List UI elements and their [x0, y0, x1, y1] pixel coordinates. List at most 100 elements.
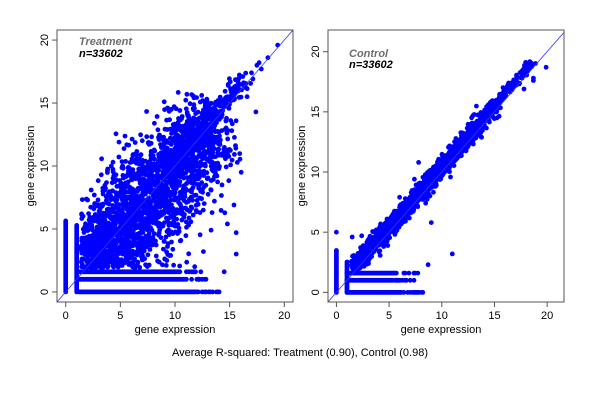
- data-point: [157, 186, 163, 192]
- data-point: [392, 232, 398, 237]
- data-point: [95, 197, 101, 203]
- outlier-point: [416, 160, 421, 165]
- data-point: [116, 245, 121, 251]
- data-point: [388, 226, 394, 231]
- data-point: [212, 198, 217, 204]
- data-point: [144, 109, 150, 114]
- data-point: [183, 205, 188, 211]
- x-tick-label: 20: [541, 310, 553, 322]
- data-point: [421, 179, 427, 185]
- data-point: [237, 151, 243, 157]
- data-point: [233, 83, 239, 89]
- data-point: [88, 187, 94, 193]
- data-point: [148, 242, 154, 248]
- data-point: [502, 88, 508, 94]
- data-point: [136, 161, 142, 167]
- data-point: [101, 219, 106, 224]
- data-point: [215, 115, 221, 121]
- data-point: [529, 64, 535, 69]
- data-point: [134, 153, 140, 158]
- data-point: [165, 252, 171, 257]
- data-point: [181, 171, 186, 177]
- data-point: [415, 186, 420, 192]
- data-point: [146, 236, 152, 241]
- outlier-point: [85, 197, 90, 203]
- data-point: [110, 216, 116, 222]
- data-point: [453, 136, 459, 141]
- data-point: [141, 201, 146, 207]
- data-point: [201, 129, 207, 134]
- data-point: [105, 208, 110, 214]
- data-point: [366, 251, 372, 256]
- data-point: [169, 202, 174, 208]
- data-point: [377, 225, 382, 231]
- data-point: [143, 262, 149, 268]
- outlier-point: [543, 64, 549, 70]
- data-point: [209, 113, 215, 119]
- data-point: [351, 266, 357, 271]
- data-point: [172, 185, 178, 191]
- data-point: [113, 190, 119, 196]
- data-point: [79, 259, 84, 265]
- data-point: [161, 246, 166, 252]
- data-point: [163, 263, 169, 268]
- data-point: [138, 132, 144, 138]
- data-point: [194, 95, 200, 100]
- control-x-axis: 0 5 10 15 20: [333, 302, 553, 322]
- data-point: [482, 112, 488, 118]
- data-point: [154, 202, 160, 208]
- data-point: [164, 145, 170, 151]
- data-point: [145, 189, 151, 194]
- outlier-point: [162, 151, 168, 156]
- data-point: [111, 264, 116, 270]
- data-point: [190, 180, 196, 186]
- data-point: [74, 223, 80, 228]
- data-point: [448, 174, 453, 180]
- outlier-point: [100, 188, 106, 194]
- data-point: [477, 123, 482, 128]
- data-point: [107, 246, 113, 251]
- data-point: [124, 142, 130, 148]
- data-point: [368, 246, 373, 252]
- data-point: [156, 210, 162, 216]
- data-point: [167, 135, 173, 141]
- data-point: [84, 257, 90, 263]
- data-point: [176, 225, 182, 231]
- data-point: [220, 152, 226, 158]
- y-tick-label: 10: [310, 166, 322, 178]
- data-point: [184, 200, 189, 205]
- data-point: [467, 138, 472, 144]
- data-point: [423, 200, 429, 206]
- data-point: [92, 201, 98, 206]
- data-point: [173, 229, 178, 235]
- data-point: [197, 232, 203, 238]
- data-point: [115, 218, 121, 223]
- data-point: [406, 198, 412, 203]
- data-point: [165, 105, 171, 111]
- data-point: [147, 247, 153, 252]
- data-point: [198, 120, 204, 126]
- data-point: [182, 164, 188, 170]
- data-point: [175, 90, 181, 95]
- data-point: [156, 137, 162, 143]
- data-point: [177, 117, 183, 123]
- outlier-point: [384, 216, 390, 222]
- data-point: [231, 92, 236, 97]
- data-point: [112, 179, 118, 185]
- outlier-point: [334, 229, 339, 235]
- data-point: [193, 208, 199, 213]
- data-point: [148, 149, 154, 154]
- data-point: [192, 167, 198, 173]
- y-tick-label: 20: [39, 34, 51, 46]
- data-point: [233, 145, 239, 151]
- outlier-point: [148, 153, 154, 159]
- data-point: [473, 132, 479, 137]
- data-point: [149, 134, 155, 140]
- data-point: [210, 118, 216, 123]
- data-point: [120, 240, 126, 246]
- data-point: [171, 214, 177, 220]
- data-point: [120, 244, 125, 250]
- outlier-point: [216, 166, 222, 171]
- outlier-point: [349, 234, 355, 240]
- y-tick-label: 20: [310, 46, 322, 58]
